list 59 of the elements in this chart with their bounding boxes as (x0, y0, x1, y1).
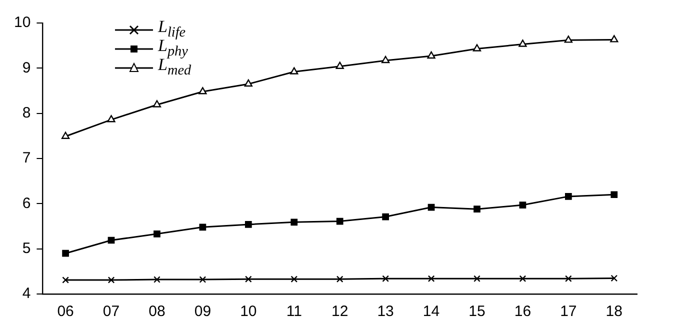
point (474, 206, 480, 213)
point (62, 276, 69, 284)
x-tick-label: 12 (332, 303, 348, 320)
y-tick-label: 8 (22, 104, 31, 122)
point (428, 204, 435, 211)
x-tick-label: 06 (57, 303, 74, 320)
point (610, 191, 618, 198)
point (336, 62, 344, 69)
x-tick-label: 16 (514, 303, 532, 320)
point (244, 79, 252, 87)
point (564, 275, 572, 282)
y-tick-label: 10 (14, 14, 31, 32)
x-tick-label: 11 (286, 303, 302, 320)
y-tick-label: 7 (22, 150, 31, 167)
y-tick-label: 4 (22, 285, 31, 302)
x-tick-label: 08 (148, 303, 166, 320)
point (382, 213, 389, 220)
point (107, 115, 116, 122)
point (474, 275, 480, 282)
x-tick-label: 10 (240, 303, 257, 320)
point (154, 230, 160, 238)
point (154, 276, 160, 283)
point (290, 218, 298, 226)
y-tick-label: 5 (22, 240, 31, 257)
point (244, 276, 252, 283)
point (518, 40, 527, 47)
point (62, 250, 69, 257)
point (564, 36, 572, 43)
point (336, 218, 344, 225)
point (382, 275, 389, 282)
y-tick-label: 6 (22, 194, 31, 212)
x-tick-label: 09 (194, 303, 212, 320)
x-tick-label: 18 (606, 303, 622, 320)
point (519, 202, 526, 208)
point (198, 87, 207, 94)
x-tick-label: 13 (377, 303, 394, 320)
y-tick-label: 9 (22, 59, 31, 76)
point (427, 51, 436, 59)
point (610, 274, 618, 282)
point (564, 193, 572, 200)
point (290, 276, 298, 283)
point (519, 275, 526, 282)
x-tick-label: 07 (102, 303, 120, 320)
point (381, 56, 390, 64)
x-tick-label: 17 (560, 303, 577, 320)
point (472, 44, 482, 52)
point (199, 224, 206, 231)
x-tick-label: 14 (422, 303, 440, 320)
point (290, 67, 298, 74)
point (244, 221, 252, 228)
point (199, 276, 206, 283)
x-tick-label: 15 (468, 303, 486, 320)
point (108, 236, 115, 244)
point (152, 100, 162, 108)
point (610, 35, 618, 42)
point (428, 275, 435, 282)
point (336, 276, 344, 283)
point (108, 276, 115, 284)
point (61, 132, 70, 139)
